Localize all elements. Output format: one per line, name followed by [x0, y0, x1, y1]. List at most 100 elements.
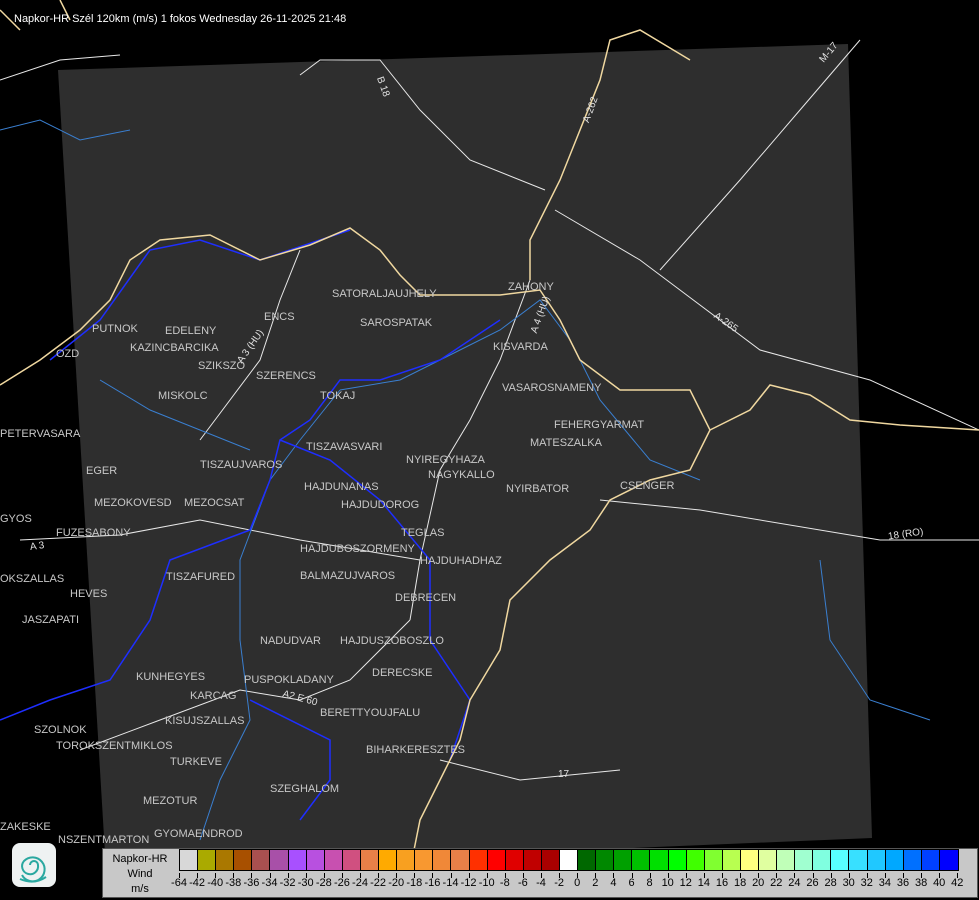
napkor-logo	[12, 843, 56, 887]
legend-color-cell	[559, 850, 579, 870]
city-label: ENCS	[264, 311, 295, 323]
city-label: CSENGER	[620, 480, 675, 492]
legend-color-cell	[614, 850, 633, 870]
city-label: KAZINCBARCIKA	[130, 342, 219, 354]
color-legend: Napkor-HR Wind m/s -64 -42 -40 -38 -36 -34 -32…	[102, 848, 978, 898]
legend-color-cell	[740, 850, 759, 870]
city-label: HAJDUDOROG	[341, 499, 420, 511]
legend-tick	[215, 873, 217, 878]
legend-label: 16	[715, 877, 729, 889]
city-label: SZIKSZO	[198, 360, 246, 372]
legend-tick	[468, 873, 470, 878]
legend-tick	[939, 873, 941, 878]
legend-tick	[957, 873, 959, 878]
legend-label: 38	[914, 877, 928, 889]
swirl-icon	[19, 856, 47, 883]
legend-label: 10	[661, 877, 674, 889]
legend-label: -8	[499, 877, 510, 889]
legend-tick	[323, 873, 325, 878]
legend-tick	[504, 873, 506, 878]
city-label: PETERVASARA	[0, 428, 81, 440]
city-label: BIHARKERESZTES	[366, 744, 466, 756]
city-label: NAGYKALLO	[428, 469, 495, 481]
legend-tick	[559, 873, 561, 878]
city-label: TEGLAS	[401, 527, 445, 539]
legend-label: -12	[460, 877, 477, 889]
legend-label: 6	[628, 877, 635, 889]
legend-tick	[251, 873, 253, 878]
legend-label: -16	[424, 877, 441, 889]
legend-color-cell	[252, 850, 271, 870]
legend-color-cell	[813, 850, 832, 870]
city-label: HAJDUNANAS	[304, 481, 379, 493]
city-label: MATESZALKA	[530, 437, 602, 449]
city-label: HEVES	[70, 588, 108, 600]
legend-color-cell	[180, 850, 199, 870]
city-label: KISVARDA	[493, 341, 548, 353]
legend-tick	[486, 873, 488, 878]
legend-label: 18	[733, 877, 747, 889]
legend-label: 32	[860, 877, 873, 889]
legend-tick	[577, 873, 579, 878]
city-label: EDELENY	[165, 325, 217, 337]
legend-tick	[269, 873, 271, 878]
city-label: GYOS	[0, 513, 32, 525]
legend-label: 8	[646, 877, 653, 889]
legend-label: -30	[297, 877, 314, 889]
legend-tick	[287, 873, 289, 878]
legend-tick	[197, 873, 199, 878]
legend-label: -24	[352, 877, 368, 889]
legend-label: 12	[679, 877, 692, 889]
legend-label: -42	[189, 877, 206, 889]
legend-color-bar	[179, 849, 960, 871]
legend-label: -2	[554, 877, 564, 889]
legend-color-cell	[650, 850, 669, 870]
city-label: EGER	[86, 465, 118, 477]
legend-color-cell	[433, 850, 452, 870]
city-label: KARCAG	[190, 690, 237, 702]
legend-color-cell	[885, 850, 904, 870]
city-label: TOROKSZENTMIKLOS	[56, 740, 173, 752]
legend-tick	[740, 873, 742, 878]
city-label: MEZOTUR	[143, 795, 198, 807]
legend-color-cell	[831, 850, 850, 870]
legend-title-line: Napkor-HR	[112, 853, 168, 865]
legend-label: 28	[824, 877, 837, 889]
road-label: A 3	[29, 540, 46, 553]
city-label: TISZAFURED	[166, 571, 236, 583]
legend-tick	[903, 873, 904, 878]
legend-color-cell	[270, 850, 289, 870]
legend-tick	[703, 873, 705, 878]
legend-tick	[866, 873, 868, 878]
legend-color-cell	[505, 850, 524, 870]
city-label: DEBRECEN	[395, 592, 457, 604]
city-label: FUZESABONY	[56, 527, 131, 539]
legend-label: -38	[225, 877, 242, 889]
city-label: OZD	[56, 348, 80, 360]
legend-tick	[522, 873, 524, 878]
legend-tick	[794, 873, 796, 878]
legend-color-cell	[921, 850, 940, 870]
city-label: MEZOKOVESD	[94, 497, 172, 509]
legend-label: 26	[806, 877, 819, 889]
legend-color-cell	[632, 850, 651, 870]
city-label: SAROSPATAK	[360, 317, 433, 329]
legend-label: 24	[788, 877, 801, 889]
city-label: NYIRBATOR	[506, 483, 570, 495]
legend-label: 20	[752, 877, 765, 889]
legend-tick	[595, 873, 597, 878]
legend-color-cell	[939, 850, 959, 870]
city-label: HAJDUBOSZORMENY	[300, 543, 415, 555]
roads	[0, 39, 979, 781]
legend-label: -22	[370, 877, 387, 889]
city-label: NADUDVAR	[260, 635, 321, 647]
legend-color-cell	[288, 850, 307, 870]
city-label: JASZAPATI	[22, 614, 80, 626]
legend-label: -14	[442, 877, 459, 889]
legend-label: -6	[518, 877, 528, 889]
legend-tick	[884, 873, 886, 878]
legend-label: 4	[610, 877, 617, 889]
legend-label: 22	[770, 877, 783, 889]
city-label: SZOLNOK	[34, 724, 87, 736]
